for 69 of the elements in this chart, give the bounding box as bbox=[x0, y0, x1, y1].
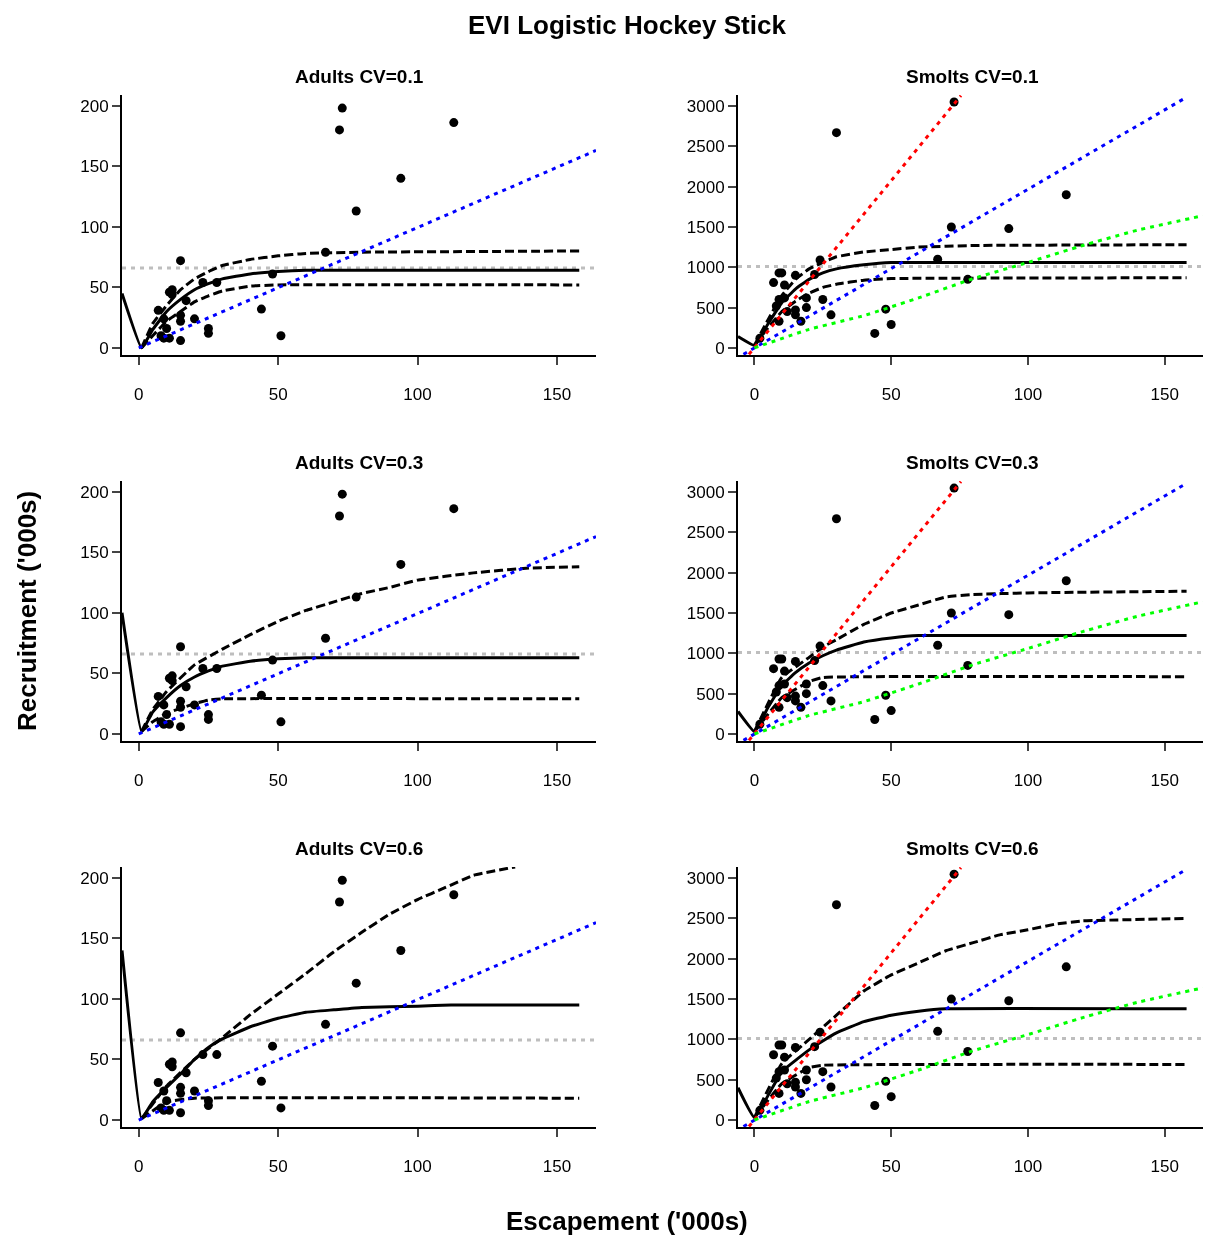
y-tick-label: 0 bbox=[99, 724, 109, 744]
x-tick-label: 50 bbox=[881, 384, 901, 404]
y-tick-label: 3000 bbox=[686, 97, 725, 117]
y-tick-label: 1000 bbox=[686, 644, 725, 664]
chart-title: Adults CV=0.6 bbox=[295, 838, 424, 859]
y-axis-title: Recruitment ('000s) bbox=[11, 490, 42, 732]
x-tick-label: 150 bbox=[542, 1156, 572, 1176]
y-tick-label: 150 bbox=[80, 543, 109, 563]
chart-title: Adults CV=0.1 bbox=[295, 66, 424, 87]
y-tick-label: 3000 bbox=[686, 483, 725, 503]
x-tick-label: 50 bbox=[881, 770, 901, 790]
y-tick-label: 1500 bbox=[686, 603, 725, 623]
x-tick-label: 0 bbox=[134, 384, 144, 404]
y-tick-label: 500 bbox=[696, 684, 725, 704]
y-tick-label: 2000 bbox=[686, 177, 725, 197]
x-tick-label: 0 bbox=[749, 384, 760, 404]
x-tick-label: 100 bbox=[403, 1156, 432, 1176]
y-tick-label: 2000 bbox=[686, 563, 725, 583]
y-tick-label: 200 bbox=[80, 482, 109, 502]
x-tick-label: 0 bbox=[749, 1156, 760, 1176]
x-tick-label: 0 bbox=[134, 1156, 144, 1176]
y-tick-label: 150 bbox=[80, 157, 109, 177]
x-tick-label: 100 bbox=[1013, 1156, 1043, 1176]
x-tick-label: 0 bbox=[749, 770, 760, 790]
text: EVI Logistic Hockey Stick bbox=[468, 10, 787, 40]
y-tick-label: 2500 bbox=[686, 523, 725, 543]
x-tick-label: 100 bbox=[403, 384, 432, 404]
y-tick-label: 50 bbox=[89, 664, 109, 684]
x-tick-label: 50 bbox=[268, 770, 288, 790]
y-tick-label: 0 bbox=[715, 338, 725, 358]
y-tick-label: 0 bbox=[99, 338, 109, 358]
y-tick-label: 500 bbox=[696, 1070, 725, 1090]
y-tick-label: 1000 bbox=[686, 1030, 725, 1050]
y-tick-label: 2000 bbox=[686, 949, 725, 969]
y-tick-label: 3000 bbox=[686, 869, 725, 889]
y-tick-label: 1500 bbox=[686, 217, 725, 237]
y-tick-label: 200 bbox=[80, 96, 109, 116]
y-tick-label: 0 bbox=[99, 1110, 109, 1130]
chart-title: Adults CV=0.3 bbox=[295, 452, 424, 473]
y-tick-label: 2500 bbox=[686, 137, 725, 157]
x-tick-label: 100 bbox=[1013, 384, 1043, 404]
x-tick-label: 150 bbox=[1150, 1156, 1179, 1176]
x-tick-label: 150 bbox=[542, 770, 572, 790]
x-axis-title: Escapement ('000s) bbox=[506, 1206, 748, 1236]
chart-title: Smolts CV=0.6 bbox=[906, 838, 1039, 859]
x-tick-label: 50 bbox=[881, 1156, 901, 1176]
y-tick-label: 1500 bbox=[686, 990, 725, 1010]
y-tick-label: 0 bbox=[715, 1110, 725, 1130]
chart-title: Smolts CV=0.1 bbox=[906, 66, 1039, 87]
x-tick-label: 0 bbox=[134, 770, 144, 790]
x-tick-label: 150 bbox=[1150, 770, 1179, 790]
x-tick-label: 100 bbox=[1013, 770, 1043, 790]
chart-title: Smolts CV=0.3 bbox=[906, 452, 1039, 473]
y-tick-label: 100 bbox=[80, 603, 109, 623]
x-tick-label: 100 bbox=[403, 770, 432, 790]
x-tick-label: 50 bbox=[268, 384, 288, 404]
x-tick-label: 150 bbox=[542, 384, 572, 404]
y-tick-label: 100 bbox=[80, 989, 109, 1009]
y-tick-label: 150 bbox=[80, 929, 109, 949]
y-tick-label: 0 bbox=[715, 724, 725, 744]
y-tick-label: 100 bbox=[80, 217, 109, 237]
y-tick-label: 200 bbox=[80, 868, 109, 888]
x-tick-label: 50 bbox=[268, 1156, 288, 1176]
y-tick-label: 1000 bbox=[686, 258, 725, 278]
y-tick-label: 50 bbox=[89, 1050, 109, 1070]
y-tick-label: 2500 bbox=[686, 909, 725, 929]
y-tick-label: 50 bbox=[89, 278, 109, 298]
y-tick-label: 500 bbox=[696, 298, 725, 318]
x-tick-label: 150 bbox=[1150, 384, 1179, 404]
